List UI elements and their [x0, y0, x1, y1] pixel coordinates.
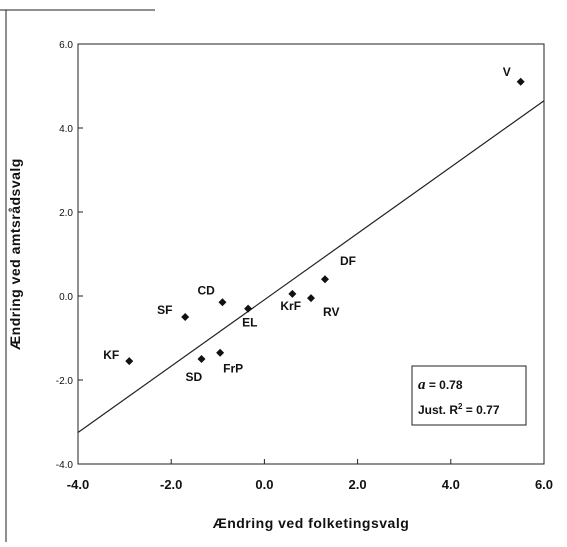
alpha-stat: a = 0.78 [418, 377, 463, 393]
data-point [320, 275, 329, 284]
y-tick-label: 0.0 [59, 292, 73, 303]
x-axis-label: Ændring ved folketingsvalg [213, 515, 410, 531]
data-point [125, 357, 134, 366]
data-point [288, 289, 297, 298]
data-point [218, 298, 227, 307]
x-tick-label: 0.0 [255, 477, 273, 492]
y-tick-label: 4.0 [59, 124, 73, 135]
stats-box: a = 0.78 Just. R2 = 0.77 [411, 365, 527, 426]
data-point-label: CD [197, 283, 215, 297]
y-axis-label: Ændring ved amtsrådsvalg [7, 158, 23, 350]
regression-line-group [77, 100, 545, 433]
x-tick-label: -2.0 [160, 477, 182, 492]
data-point-label: KF [103, 348, 119, 362]
x-tick-group: -4.0 -2.0 0.0 2.0 4.0 6.0 [67, 459, 553, 492]
x-tick-label: 6.0 [535, 477, 553, 492]
data-point [181, 313, 190, 321]
plot-area [77, 43, 545, 465]
data-point-label: SD [185, 370, 202, 384]
r2-value: = 0.77 [462, 403, 499, 417]
data-point-label: V [503, 65, 511, 79]
data-point-label: KrF [280, 299, 301, 313]
y-tick-label: -2.0 [56, 376, 74, 387]
data-point-label: SF [157, 303, 172, 317]
alpha-value: = 0.78 [426, 378, 463, 392]
data-point-label: FrP [223, 362, 243, 376]
r2-stat: Just. R2 = 0.77 [418, 402, 500, 417]
x-tick-label: 4.0 [442, 477, 460, 492]
regression-line [77, 100, 545, 433]
data-point [244, 304, 253, 313]
r2-superscript: 2 [458, 402, 463, 411]
stats-box-border [411, 365, 527, 426]
y-tick-label: -4.0 [56, 460, 74, 471]
data-point-label: RV [323, 305, 339, 319]
y-tick-label: 6.0 [59, 40, 73, 51]
alpha-symbol: a [418, 377, 426, 393]
data-point-label: DF [340, 254, 356, 268]
data-point [307, 294, 315, 303]
y-tick-group: -4.0 -2.0 0.0 2.0 4.0 6.0 [56, 40, 83, 471]
data-points-group: V DF RV KrF EL CD SF FrP SD KF [103, 65, 525, 384]
x-tick-label: 2.0 [349, 477, 367, 492]
data-point [197, 355, 206, 363]
r2-prefix: Just. R [418, 403, 458, 417]
y-tick-label: 2.0 [59, 208, 73, 219]
x-tick-label: -4.0 [67, 477, 89, 492]
data-point [216, 348, 225, 357]
data-point-label: EL [242, 316, 257, 330]
data-point [516, 77, 525, 86]
